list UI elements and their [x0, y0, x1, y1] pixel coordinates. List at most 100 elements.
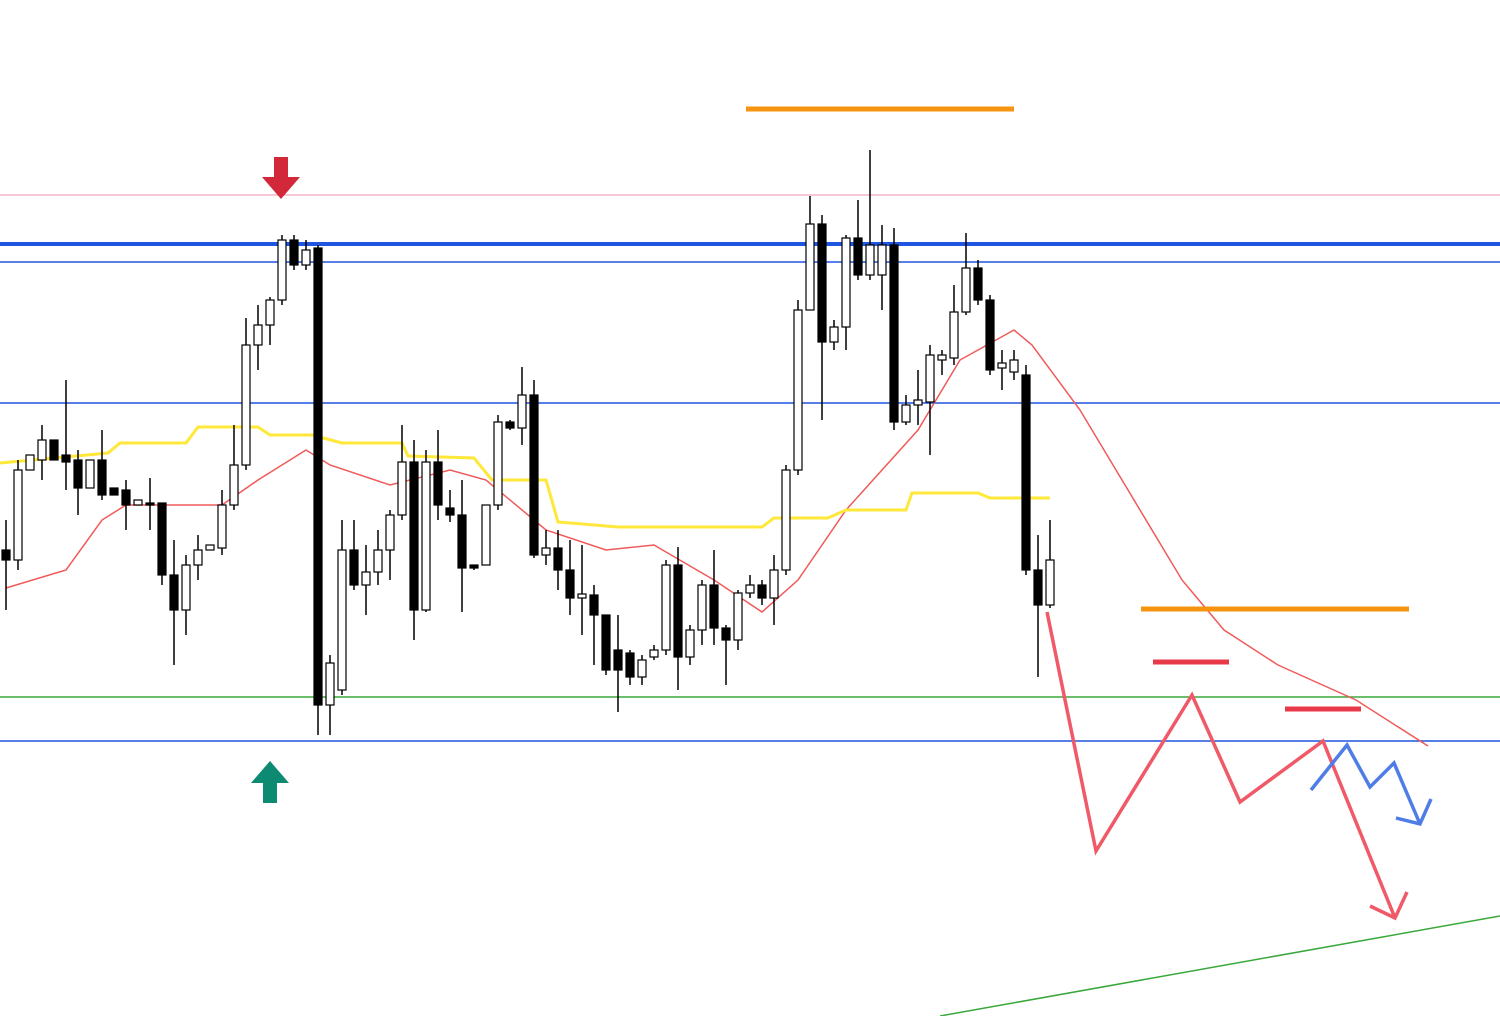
candle-body — [805, 223, 815, 311]
candle-body — [217, 504, 227, 549]
candle-body — [61, 454, 71, 463]
candle-body — [733, 592, 743, 641]
candle-body — [169, 574, 179, 611]
candle-body — [325, 662, 335, 706]
candle-body — [205, 544, 215, 551]
candle-body — [109, 487, 119, 496]
candle-body — [757, 584, 767, 599]
candle-body — [397, 461, 407, 516]
projection-arrowhead — [1369, 891, 1409, 921]
candle-body — [241, 344, 251, 466]
candle-body — [193, 549, 203, 566]
candle-body — [13, 469, 23, 561]
candle-body — [1009, 359, 1019, 373]
candle-body — [409, 461, 419, 611]
candle-body — [721, 627, 731, 641]
candle-body — [421, 461, 431, 611]
candle-body — [445, 507, 455, 516]
candle-body — [349, 549, 359, 586]
candle-body — [901, 404, 911, 423]
candle-body — [877, 244, 887, 276]
candle-body — [913, 399, 923, 406]
candle-body — [49, 439, 59, 461]
candle-body — [613, 649, 623, 671]
projection-path — [1309, 741, 1422, 825]
candle-body — [685, 629, 695, 658]
candle-body — [541, 547, 551, 556]
candle-body — [997, 362, 1007, 369]
down-arrow — [262, 157, 300, 199]
candle-body — [457, 514, 467, 569]
candle-body — [1021, 374, 1031, 571]
candle-body — [385, 514, 395, 551]
candle-body — [853, 237, 863, 276]
candle-body — [73, 459, 83, 489]
annotations — [251, 106, 1500, 1016]
candles — [1, 150, 1055, 735]
candle-body — [25, 454, 35, 471]
candle-body — [565, 569, 575, 599]
candle-body — [97, 459, 107, 496]
candle-body — [313, 247, 323, 706]
candle-body — [745, 584, 755, 594]
candle-body — [841, 237, 851, 328]
candle-body — [505, 421, 515, 429]
candle-body — [289, 239, 299, 266]
candle-body — [493, 421, 503, 506]
candle-body — [793, 309, 803, 471]
trend-line — [939, 915, 1500, 1016]
candle-body — [925, 354, 935, 403]
candle-body — [649, 649, 659, 658]
candle-body — [577, 593, 587, 599]
candle-body — [1045, 559, 1055, 606]
up-arrow — [251, 761, 289, 803]
candle-body — [1, 549, 11, 561]
candle-body — [361, 571, 371, 586]
candle-body — [85, 459, 95, 489]
candle-body — [709, 584, 719, 629]
candle-body — [373, 549, 383, 573]
candle-body — [961, 267, 971, 313]
candle-body — [985, 299, 995, 371]
candle-body — [337, 549, 347, 691]
candle-body — [1033, 569, 1043, 606]
candle-body — [301, 249, 311, 266]
candle-body — [973, 267, 983, 301]
projection-path — [1045, 611, 1397, 919]
candle-body — [661, 564, 671, 651]
candle-body — [697, 584, 707, 631]
candle-body — [481, 504, 491, 566]
candle-body — [865, 244, 875, 276]
levels — [0, 194, 1500, 742]
candle-body — [673, 564, 683, 658]
candle-body — [469, 564, 479, 569]
candle-body — [829, 326, 839, 343]
candle-body — [601, 614, 611, 671]
overlays — [0, 329, 1429, 747]
projection-arrowhead — [1395, 798, 1433, 827]
candle-body — [181, 564, 191, 611]
candle-body — [265, 299, 275, 326]
candle-body — [133, 499, 143, 506]
candle-body — [145, 502, 155, 506]
candle-body — [769, 569, 779, 599]
candle-body — [589, 594, 599, 616]
candle-body — [553, 547, 563, 571]
candle-body — [889, 244, 899, 423]
candle-body — [817, 223, 827, 343]
candle-body — [433, 461, 443, 506]
candle-body — [937, 354, 947, 361]
candle-body — [637, 659, 647, 678]
candle-body — [253, 324, 263, 346]
candle-body — [37, 439, 47, 461]
candle-body — [277, 239, 287, 301]
candle-body — [121, 489, 131, 506]
candle-body — [949, 311, 959, 359]
candle-body — [781, 469, 791, 571]
candle-body — [157, 502, 167, 576]
candle-body — [229, 464, 239, 506]
indicator-line — [0, 425, 1050, 529]
candle-body — [625, 652, 635, 678]
